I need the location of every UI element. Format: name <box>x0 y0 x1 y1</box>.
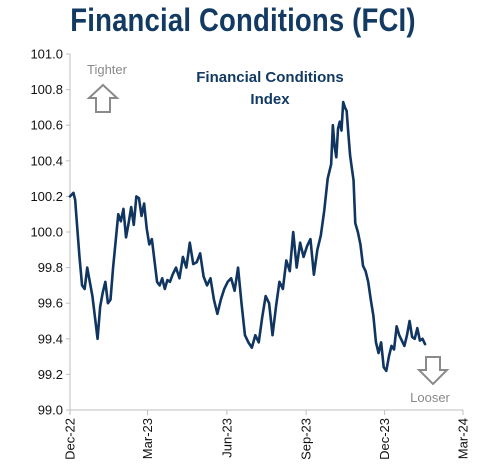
y-tick-label: 100.4 <box>30 153 63 168</box>
arrow-up-icon <box>86 83 120 113</box>
inner-title-line-2: Index <box>250 91 290 108</box>
y-tick-label: 101.0 <box>30 47 63 62</box>
x-tick-label: Jun-23 <box>219 418 234 458</box>
x-tick-labels: Dec-22 Mar-23 Jun-23 Sep-23 Dec-23 Mar-24 <box>63 418 471 460</box>
x-tick-label: Mar-23 <box>140 418 155 459</box>
y-tick-labels: 99.0 99.2 99.4 99.6 99.8 100.0 100.2 100.4 100.6… <box>30 47 63 418</box>
inner-title-line-1: Financial Conditions <box>196 69 344 86</box>
y-tick-label: 99.0 <box>38 403 63 418</box>
series-group <box>68 100 427 373</box>
y-tick-label: 100.8 <box>30 82 63 97</box>
looser-label: Looser <box>410 390 450 405</box>
x-tick-label: Dec-23 <box>377 418 392 460</box>
y-tick-label: 100.0 <box>30 225 63 240</box>
x-tick-label: Dec-22 <box>63 418 78 460</box>
y-tick-label: 99.4 <box>38 331 63 346</box>
y-tick-label: 99.6 <box>38 296 63 311</box>
y-tick-label: 100.6 <box>30 118 63 133</box>
y-tick-label: 99.2 <box>38 367 63 382</box>
fci-series-line <box>68 100 427 373</box>
y-tick-label: 99.8 <box>38 260 63 275</box>
axes <box>66 53 464 415</box>
chart-title: Financial Conditions (FCI) <box>70 2 416 38</box>
x-tick-label: Mar-24 <box>456 418 471 459</box>
y-tick-label: 100.2 <box>30 189 63 204</box>
x-tick-label: Sep-23 <box>299 418 314 460</box>
tighter-label: Tighter <box>87 62 128 77</box>
arrow-down-icon <box>416 356 450 386</box>
